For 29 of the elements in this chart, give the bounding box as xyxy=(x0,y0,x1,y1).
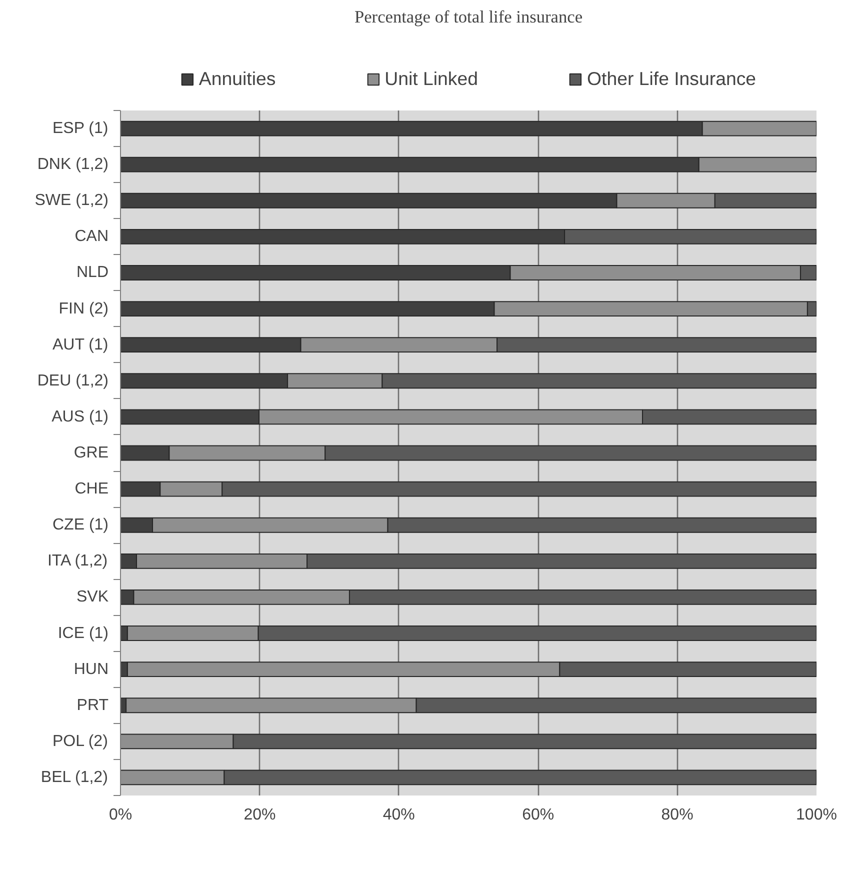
y-tick-label: SVK xyxy=(76,588,109,606)
x-tick-label: 20% xyxy=(244,806,276,824)
y-tick-label: SWE (1,2) xyxy=(34,192,109,210)
y-tick-label: CHE xyxy=(74,480,108,498)
y-tick-label: POL (2) xyxy=(52,732,108,750)
y-tick-label: CAN xyxy=(74,228,108,246)
x-tick-label: 80% xyxy=(661,806,694,824)
y-tick-label: DNK (1,2) xyxy=(37,156,108,174)
x-tick-label: 0% xyxy=(108,806,132,824)
y-tick-label: ICE (1) xyxy=(58,624,108,642)
y-tick-label: ITA (1,2) xyxy=(47,552,108,570)
y-tick-label: GRE xyxy=(74,444,108,462)
y-tick-label: BEL (1,2) xyxy=(40,768,108,786)
y-tick-label: AUS (1) xyxy=(52,408,109,426)
y-tick-label: DEU (1,2) xyxy=(37,372,108,390)
y-tick-label: NLD xyxy=(76,264,109,282)
chart-title: Percentage of total life insurance xyxy=(354,8,583,26)
y-tick-label: AUT (1) xyxy=(52,336,108,354)
legend-label: Other Life Insurance xyxy=(587,68,756,90)
legend-label: Annuities xyxy=(198,68,276,90)
y-tick-label: HUN xyxy=(74,660,109,678)
y-tick-label: PRT xyxy=(76,696,109,714)
y-tick-label: ESP (1) xyxy=(52,120,108,138)
y-tick-label: CZE (1) xyxy=(52,516,108,534)
x-tick-label: 100% xyxy=(796,806,837,824)
x-tick-label: 40% xyxy=(382,806,415,824)
legend-label: Unit Linked xyxy=(384,68,478,90)
y-tick-label: FIN (2) xyxy=(58,300,109,318)
x-tick-label: 60% xyxy=(522,806,554,824)
